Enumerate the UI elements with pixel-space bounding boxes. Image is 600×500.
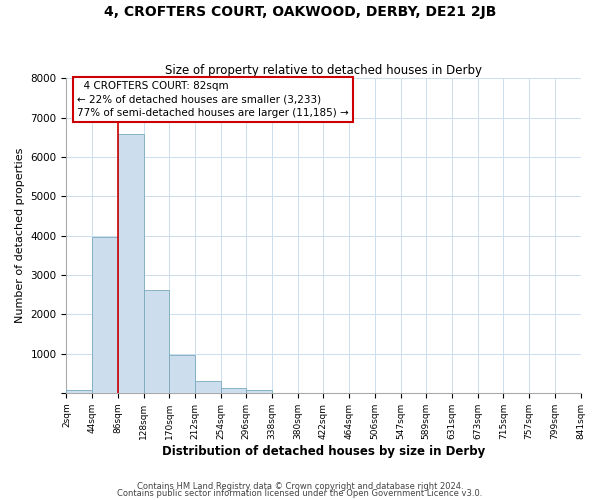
- Text: 4, CROFTERS COURT, OAKWOOD, DERBY, DE21 2JB: 4, CROFTERS COURT, OAKWOOD, DERBY, DE21 …: [104, 5, 496, 19]
- Bar: [118, 134, 143, 393]
- Bar: [169, 354, 195, 393]
- Text: Contains HM Land Registry data © Crown copyright and database right 2024.: Contains HM Land Registry data © Crown c…: [137, 482, 463, 491]
- X-axis label: Distribution of detached houses by size in Derby: Distribution of detached houses by size …: [162, 444, 485, 458]
- Bar: [143, 290, 169, 393]
- Bar: [247, 390, 272, 393]
- Bar: [67, 390, 92, 393]
- Title: Size of property relative to detached houses in Derby: Size of property relative to detached ho…: [165, 64, 482, 77]
- Bar: [221, 388, 247, 393]
- Text: Contains public sector information licensed under the Open Government Licence v3: Contains public sector information licen…: [118, 490, 482, 498]
- Text: 4 CROFTERS COURT: 82sqm  
← 22% of detached houses are smaller (3,233)
77% of se: 4 CROFTERS COURT: 82sqm ← 22% of detache…: [77, 82, 349, 118]
- Y-axis label: Number of detached properties: Number of detached properties: [15, 148, 25, 323]
- Bar: [195, 380, 221, 393]
- Bar: [92, 238, 118, 393]
